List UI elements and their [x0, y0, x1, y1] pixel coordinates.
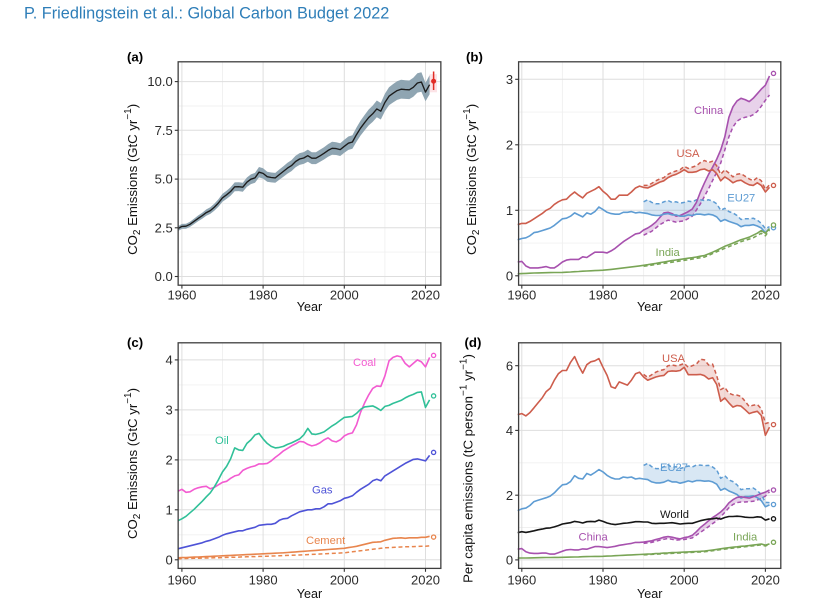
svg-text:2000: 2000 — [330, 573, 359, 588]
svg-text:CO2 Emissions (GtC yr−1): CO2 Emissions (GtC yr−1) — [123, 388, 143, 539]
svg-text:2000: 2000 — [670, 288, 699, 303]
svg-text:3: 3 — [506, 72, 513, 87]
svg-text:India: India — [733, 532, 758, 544]
svg-text:Cement: Cement — [306, 535, 346, 547]
svg-text:Year: Year — [637, 587, 662, 601]
svg-text:0.0: 0.0 — [155, 269, 173, 284]
svg-text:1960: 1960 — [507, 288, 536, 303]
svg-text:2000: 2000 — [670, 573, 699, 588]
svg-text:Year: Year — [297, 587, 322, 601]
svg-text:USA: USA — [662, 353, 686, 365]
svg-text:2020: 2020 — [751, 573, 780, 588]
svg-text:10.0: 10.0 — [147, 74, 172, 89]
svg-text:2: 2 — [506, 488, 513, 503]
svg-text:(d): (d) — [465, 335, 482, 350]
svg-text:Per capita emissions (tC perso: Per capita emissions (tC person−1 yr−1) — [459, 354, 476, 583]
svg-text:(c): (c) — [127, 335, 143, 350]
svg-text:4: 4 — [165, 353, 172, 368]
svg-text:0: 0 — [506, 268, 513, 283]
svg-text:India: India — [656, 247, 681, 259]
svg-text:EU27: EU27 — [660, 462, 688, 474]
svg-text:EU27: EU27 — [727, 192, 755, 204]
svg-text:2020: 2020 — [411, 288, 440, 303]
svg-text:4: 4 — [506, 423, 513, 438]
svg-text:1960: 1960 — [167, 573, 196, 588]
svg-text:1960: 1960 — [167, 288, 196, 303]
svg-text:CO2 Emissions (GtC yr−1): CO2 Emissions (GtC yr−1) — [462, 104, 482, 255]
svg-text:0: 0 — [165, 552, 172, 567]
svg-text:(a): (a) — [127, 49, 143, 64]
svg-text:7.5: 7.5 — [155, 123, 173, 138]
svg-text:2020: 2020 — [411, 573, 440, 588]
svg-text:China: China — [579, 532, 609, 544]
svg-text:P. Friedlingstein et al.: Glob: P. Friedlingstein et al.: Global Carbon … — [24, 5, 389, 23]
svg-text:Coal: Coal — [353, 357, 376, 369]
svg-text:1980: 1980 — [589, 573, 618, 588]
svg-text:CO2 Emissions (GtC yr−1): CO2 Emissions (GtC yr−1) — [123, 104, 143, 255]
svg-text:Oil: Oil — [215, 435, 229, 447]
svg-text:1980: 1980 — [249, 573, 278, 588]
svg-text:(b): (b) — [466, 49, 483, 64]
svg-text:2020: 2020 — [751, 288, 780, 303]
svg-text:1960: 1960 — [507, 573, 536, 588]
svg-text:6: 6 — [506, 358, 513, 373]
svg-text:0: 0 — [506, 553, 513, 568]
svg-text:1980: 1980 — [249, 288, 278, 303]
svg-text:Gas: Gas — [312, 485, 333, 497]
svg-text:3: 3 — [165, 403, 172, 418]
svg-text:2.5: 2.5 — [155, 220, 173, 235]
svg-text:USA: USA — [677, 148, 701, 160]
svg-text:World: World — [660, 509, 689, 521]
svg-text:Year: Year — [297, 300, 322, 314]
svg-text:Year: Year — [637, 300, 662, 314]
svg-text:1980: 1980 — [589, 288, 618, 303]
svg-text:1: 1 — [506, 203, 513, 218]
svg-text:China: China — [694, 105, 724, 117]
svg-text:2: 2 — [165, 453, 172, 468]
svg-text:2: 2 — [506, 137, 513, 152]
svg-text:5.0: 5.0 — [155, 172, 173, 187]
svg-text:1: 1 — [165, 502, 172, 517]
svg-text:2000: 2000 — [330, 288, 359, 303]
